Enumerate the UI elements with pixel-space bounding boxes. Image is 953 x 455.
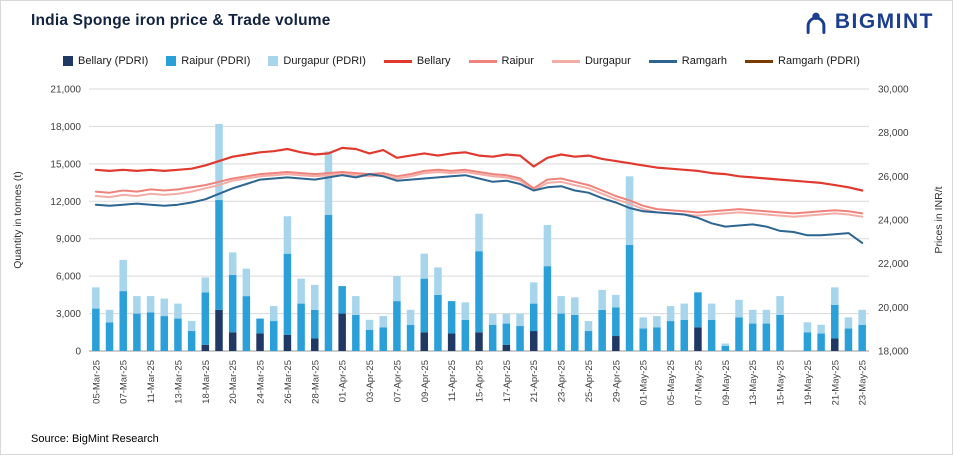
legend-swatch-raipur-pdri [166,56,177,66]
legend-label: Bellary [416,55,451,67]
svg-text:6,000: 6,000 [56,272,81,283]
svg-text:01-Apr-25: 01-Apr-25 [338,360,349,402]
legend-item-bellary-pdri: Bellary (PDRI) [63,55,148,67]
svg-text:03-Apr-25: 03-Apr-25 [365,360,376,402]
legend-swatch-bellary [383,59,412,63]
svg-text:11-Apr-25: 11-Apr-25 [447,360,458,402]
svg-text:09-Apr-25: 09-Apr-25 [420,360,431,402]
svg-text:15,000: 15,000 [50,159,81,170]
legend-swatch-ramgarh [648,59,677,63]
bigmint-logo-text: BIGMINT [834,10,934,33]
svg-text:07-Mar-25: 07-Mar-25 [119,360,130,404]
line-durgapur [94,171,864,218]
svg-text:22,000: 22,000 [878,259,909,270]
svg-text:19-May-25: 19-May-25 [803,360,814,405]
svg-text:05-Mar-25: 05-Mar-25 [91,360,102,404]
legend-item-durgapur-pdri: Durgapur (PDRI) [268,55,366,67]
y-axis-right-title: Prices in INR/t [933,186,945,253]
svg-text:13-May-25: 13-May-25 [748,360,759,405]
bars-layer [92,123,866,351]
legend-swatch-durgapur [551,59,580,63]
svg-text:18-Mar-25: 18-Mar-25 [201,360,212,404]
svg-text:24,000: 24,000 [878,216,909,227]
legend-swatch-ramgarh-pdri [745,59,774,63]
bigmint-logo-icon [806,12,826,34]
source-note: Source: BigMint Research [31,433,159,445]
legend-item-raipur-pdri: Raipur (PDRI) [166,55,250,67]
legend-swatch-bellary-pdri [63,56,73,66]
legend-label: Raipur [501,55,534,67]
legend-item-ramgarh-pdri: Ramgarh (PDRI) [745,55,860,67]
svg-text:05-May-25: 05-May-25 [666,360,677,405]
page-title: India Sponge iron price & Trade volume [31,12,331,29]
svg-text:20,000: 20,000 [878,303,909,314]
svg-text:3,000: 3,000 [56,309,81,320]
svg-text:9,000: 9,000 [56,234,81,245]
svg-text:25-Apr-25: 25-Apr-25 [584,360,595,402]
svg-text:11-Mar-25: 11-Mar-25 [146,360,157,403]
svg-text:29-Apr-25: 29-Apr-25 [611,360,622,402]
legend-label: Raipur (PDRI) [181,55,251,67]
svg-text:12,000: 12,000 [50,197,81,208]
svg-text:30,000: 30,000 [878,85,909,96]
line-ramgarh [94,173,864,244]
svg-text:26,000: 26,000 [878,172,909,183]
svg-text:09-May-25: 09-May-25 [721,360,732,405]
svg-text:21,000: 21,000 [50,85,81,96]
legend-label: Ramgarh (PDRI) [778,55,860,67]
legend-item-ramgarh: Ramgarh [648,55,728,67]
legend-label: Durgapur [584,55,631,67]
legend-item-bellary: Bellary [383,55,451,67]
svg-text:21-Apr-25: 21-Apr-25 [529,360,540,402]
svg-text:20-Mar-25: 20-Mar-25 [228,360,239,404]
legend-swatch-raipur [468,59,497,63]
svg-text:26-Mar-25: 26-Mar-25 [283,360,294,404]
x-axis-labels: 05-Mar-25 07-Mar-25 11-Mar-25 13-Mar-25 18-M… [91,360,868,405]
svg-text:28,000: 28,000 [878,128,909,139]
svg-text:18,000: 18,000 [878,347,909,358]
svg-text:0: 0 [75,347,81,358]
legend-label: Durgapur (PDRI) [283,55,366,67]
svg-text:17-Apr-25: 17-Apr-25 [502,360,513,402]
bigmint-logo: BIGMINT [802,8,934,36]
svg-text:15-May-25: 15-May-25 [776,360,787,405]
svg-text:21-May-25: 21-May-25 [830,360,841,405]
legend-swatch-durgapur-pdri [268,56,279,66]
svg-text:01-May-25: 01-May-25 [639,360,650,405]
y-axis-right-labels: 18,000 20,000 22,000 24,000 26,000 28,000 30,0… [878,85,909,358]
legend: Bellary (PDRI) Raipur (PDRI) Durgapur (PDR… [63,55,860,67]
svg-text:23-Apr-25: 23-Apr-25 [557,360,568,402]
svg-text:07-May-25: 07-May-25 [693,360,704,405]
svg-text:23-May-25: 23-May-25 [858,360,869,405]
legend-item-durgapur: Durgapur [551,55,631,67]
svg-text:28-Mar-25: 28-Mar-25 [310,360,321,404]
legend-item-raipur: Raipur [468,55,534,67]
y-axis-left-labels: 0 3,000 6,000 9,000 12,000 15,000 18,000 21,000 [50,85,81,358]
legend-label: Ramgarh [681,55,728,67]
svg-text:24-Mar-25: 24-Mar-25 [256,360,267,404]
svg-text:13-Mar-25: 13-Mar-25 [173,360,184,404]
legend-label: Bellary (PDRI) [78,55,149,67]
svg-text:07-Apr-25: 07-Apr-25 [392,360,403,402]
svg-text:15-Apr-25: 15-Apr-25 [475,360,486,402]
line-raipur [94,168,864,215]
svg-text:18,000: 18,000 [50,122,81,133]
y-axis-left-title: Quantity in tonnes (t) [12,171,24,268]
line-bellary [94,146,864,192]
lines-layer [94,146,864,244]
